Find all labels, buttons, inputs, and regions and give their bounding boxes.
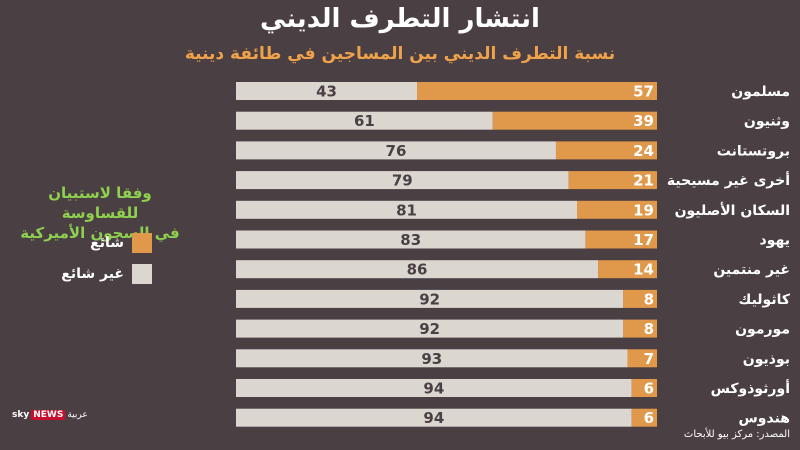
bar-common — [631, 379, 657, 397]
value-label-common: 39 — [633, 112, 654, 130]
bar-common — [623, 319, 657, 338]
category-label: أخرى غير مسيحية — [667, 171, 790, 189]
bar-uncommon — [236, 141, 556, 160]
legend-label-common: شائع — [90, 235, 124, 251]
category-label: بروتستانت — [717, 143, 790, 159]
bar-common — [631, 408, 657, 427]
category-label: كاثوليك — [739, 292, 791, 308]
source-note: المصدر: مركز بيو للأبحاث — [683, 429, 790, 440]
bar-uncommon — [236, 260, 599, 279]
bar-uncommon — [236, 379, 632, 397]
value-label-uncommon: 86 — [407, 261, 428, 279]
category-label: وثنيون — [744, 114, 790, 130]
bar-common — [585, 230, 657, 249]
bar-uncommon — [236, 408, 632, 427]
value-label-common: 8 — [644, 290, 654, 308]
legend-swatch-common — [132, 233, 152, 253]
chart-subtitle: نسبة التطرف الديني بين المساجين في طائفة… — [184, 44, 616, 64]
value-label-common: 7 — [644, 350, 654, 368]
chart-title: انتشار التطرف الديني — [260, 4, 540, 34]
value-label-common: 57 — [633, 83, 654, 101]
category-label: يهود — [760, 233, 790, 249]
value-label-uncommon: 94 — [423, 409, 444, 427]
bar-common — [492, 111, 657, 130]
logo-sky: sky — [12, 410, 30, 420]
value-label-uncommon: 61 — [354, 112, 375, 130]
value-label-uncommon: 92 — [419, 320, 440, 338]
value-label-uncommon: 83 — [400, 231, 421, 249]
category-label: مورمون — [735, 322, 790, 338]
category-label: غير منتمين — [713, 262, 790, 278]
value-label-common: 6 — [644, 380, 654, 398]
bar-uncommon — [236, 111, 493, 130]
value-label-common: 24 — [633, 142, 654, 160]
bar-uncommon — [236, 289, 624, 308]
bar-uncommon — [236, 200, 578, 219]
value-label-uncommon: 93 — [421, 350, 442, 368]
value-label-uncommon: 79 — [392, 172, 413, 190]
bar-uncommon — [236, 82, 418, 100]
category-label: هندوس — [738, 411, 790, 427]
bar-common — [577, 200, 657, 219]
value-label-common: 19 — [633, 201, 654, 219]
value-label-common: 8 — [644, 320, 654, 338]
category-label: السكان الأصليون — [675, 202, 790, 219]
value-label-uncommon: 43 — [316, 83, 337, 101]
value-label-common: 14 — [633, 261, 654, 279]
value-label-uncommon: 92 — [419, 290, 440, 308]
logo-news: NEWS — [31, 410, 66, 420]
category-label: بوذيون — [743, 351, 790, 367]
legend-item-common: شائع — [62, 233, 152, 253]
legend-label-uncommon: غير شائع — [61, 266, 124, 282]
bar-common — [568, 171, 657, 190]
bar-common — [555, 141, 657, 160]
bar-uncommon — [236, 319, 624, 338]
value-label-uncommon: 76 — [386, 142, 407, 160]
value-label-uncommon: 94 — [423, 380, 444, 398]
category-label: مسلمون — [731, 84, 790, 100]
bar-uncommon — [236, 171, 569, 190]
value-label-uncommon: 81 — [396, 201, 417, 219]
bar-common — [417, 82, 657, 100]
legend-item-uncommon: غير شائع — [61, 264, 152, 284]
legend-swatch-uncommon — [132, 264, 152, 284]
bar-common — [598, 260, 657, 279]
bar-uncommon — [236, 230, 586, 249]
bar-common — [627, 349, 657, 368]
category-label: أورثوذوكس — [711, 379, 790, 397]
bar-common — [623, 289, 657, 308]
value-label-common: 6 — [644, 409, 654, 427]
value-label-common: 17 — [633, 231, 654, 249]
sky-news-logo: sky NEWS عربية — [12, 410, 88, 420]
logo-arabic: عربية — [67, 410, 88, 420]
legend-note-line-1: وفقا لاستبيان للقساوسة — [48, 184, 152, 222]
value-label-common: 21 — [633, 172, 654, 190]
bar-uncommon — [236, 349, 628, 368]
